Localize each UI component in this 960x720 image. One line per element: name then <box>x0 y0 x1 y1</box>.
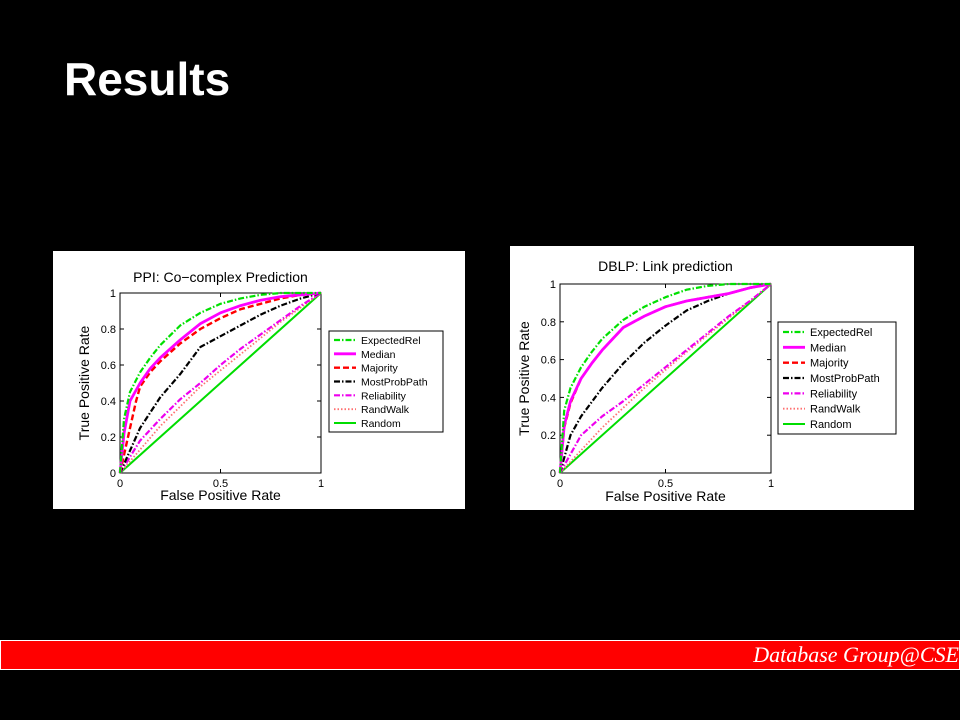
y-tick-label: 0.6 <box>101 360 116 372</box>
y-tick-label: 0 <box>550 468 556 480</box>
legend-label-expectedrel: ExpectedRel <box>810 327 872 339</box>
y-tick-label: 0.6 <box>541 355 556 367</box>
slide-title: Results <box>64 53 231 105</box>
chart-title: PPI: Co−complex Prediction <box>133 269 308 285</box>
legend-label-majority: Majority <box>810 358 849 370</box>
y-axis-label: True Positive Rate <box>76 325 92 440</box>
series-line-randwalk <box>559 283 772 474</box>
legend-label-majority: Majority <box>361 363 399 375</box>
legend-label-randwalk: RandWalk <box>361 404 410 416</box>
y-tick-label: 0.2 <box>101 432 116 444</box>
legend-label-reliability: Reliability <box>361 390 407 402</box>
series-line-majority <box>118 291 322 474</box>
series-line-random <box>119 292 322 474</box>
series-line-reliability <box>559 283 772 474</box>
legend-label-expectedrel: ExpectedRel <box>361 335 421 347</box>
series-line-median <box>118 291 322 474</box>
legend-label-random: Random <box>810 419 852 431</box>
legend-label-random: Random <box>361 418 401 430</box>
chart-panel-dblp: DBLP: Link prediction 0 0.5 1 0 0.2 0.4 0.6 0.8 1… <box>510 246 914 510</box>
x-axis-label: False Positive Rate <box>605 488 726 504</box>
x-tick-label: 1 <box>768 478 774 490</box>
y-tick-label: 0.8 <box>541 317 556 329</box>
series-line-expectedrel <box>558 282 771 474</box>
legend-label-reliability: Reliability <box>810 388 858 400</box>
x-tick-label: 1 <box>318 478 324 490</box>
y-tick-label: 0 <box>110 468 116 480</box>
y-axis-label: True Positive Rate <box>516 321 532 436</box>
y-tick-label: 0.4 <box>101 396 116 408</box>
footer-text: Database Group@CSE <box>753 642 959 667</box>
y-tick-label: 0.2 <box>541 430 556 442</box>
series-line-randwalk <box>119 292 322 474</box>
x-tick-label: 0 <box>557 478 563 490</box>
y-tick-label: 1 <box>550 279 556 291</box>
series-line-expectedrel <box>118 291 321 474</box>
y-tick-label: 1 <box>110 288 116 300</box>
series-line-reliability <box>119 292 322 474</box>
legend-label-median: Median <box>810 342 846 354</box>
x-axis-label: False Positive Rate <box>160 487 281 503</box>
x-tick-label: 0 <box>117 478 123 490</box>
series-line-median <box>558 282 772 474</box>
roc-chart-dblp: DBLP: Link prediction 0 0.5 1 0 0.2 0.4 0.6 0.8 1… <box>516 258 897 504</box>
x-tick-label: 0.5 <box>658 478 673 490</box>
legend-label-randwalk: RandWalk <box>810 404 861 416</box>
legend-label-median: Median <box>361 349 396 361</box>
x-tick-label: 0.5 <box>213 478 228 490</box>
legend-label-mostprobpath: MostProbPath <box>361 377 428 389</box>
footer-bar: Database Group@CSE <box>0 640 960 670</box>
chart-title: DBLP: Link prediction <box>598 258 733 274</box>
y-tick-label: 0.4 <box>541 392 556 404</box>
y-tick-label: 0.8 <box>101 324 116 336</box>
series-line-mostprobpath <box>118 291 322 474</box>
roc-chart-ppi: PPI: Co−complex Prediction 0 0.5 1 0 0.2 0.4 0.… <box>76 269 444 503</box>
series-line-random <box>559 283 772 474</box>
legend-label-mostprobpath: MostProbPath <box>810 373 880 385</box>
chart-panel-ppi: PPI: Co−complex Prediction 0 0.5 1 0 0.2 0.4 0.… <box>53 251 465 509</box>
